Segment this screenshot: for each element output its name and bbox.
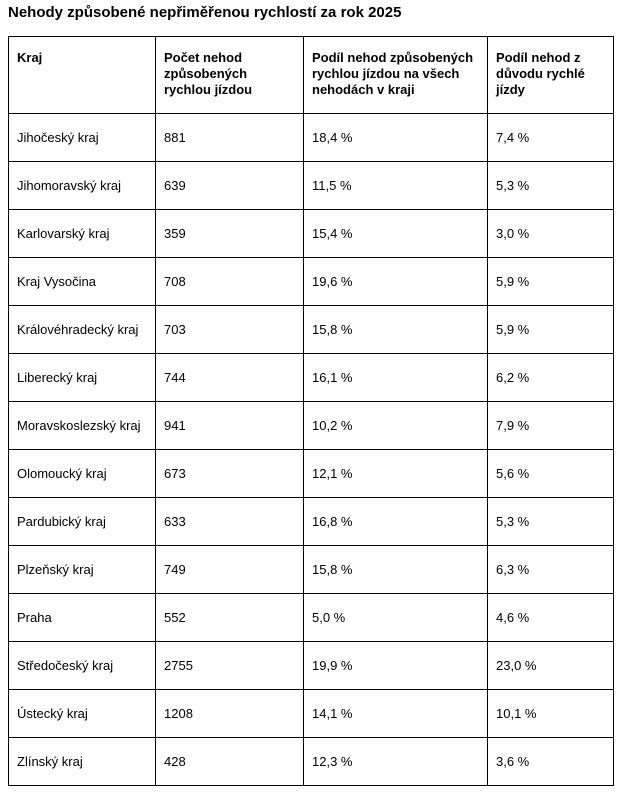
cell-pocet-nehod: 359 xyxy=(155,209,304,258)
cell-pocet-nehod: 941 xyxy=(155,401,304,450)
cell-pocet-nehod: 2755 xyxy=(155,641,304,690)
cell-podil-nehod-duvod: 5,9 % xyxy=(487,305,614,354)
cell-pocet-nehod: 673 xyxy=(155,449,304,498)
table-row: Praha 552 5,0 % 4,6 % xyxy=(8,593,614,642)
column-header-pocet-nehod: Počet nehod způsobených rychlou jízdou xyxy=(155,36,304,114)
cell-podil-nehod-vsech: 16,1 % xyxy=(303,353,488,402)
cell-pocet-nehod: 552 xyxy=(155,593,304,642)
cell-kraj: Pardubický kraj xyxy=(8,497,156,546)
table-row: Kraj Vysočina 708 19,6 % 5,9 % xyxy=(8,257,614,306)
cell-kraj: Zlínský kraj xyxy=(8,737,156,786)
cell-kraj: Moravskoslezský kraj xyxy=(8,401,156,450)
cell-pocet-nehod: 749 xyxy=(155,545,304,594)
cell-pocet-nehod: 428 xyxy=(155,737,304,786)
cell-podil-nehod-vsech: 19,6 % xyxy=(303,257,488,306)
cell-podil-nehod-duvod: 5,6 % xyxy=(487,449,614,498)
cell-kraj: Středočeský kraj xyxy=(8,641,156,690)
cell-kraj: Královéhradecký kraj xyxy=(8,305,156,354)
cell-kraj: Karlovarský kraj xyxy=(8,209,156,258)
cell-podil-nehod-duvod: 6,3 % xyxy=(487,545,614,594)
page-title: Nehody způsobené nepřiměřenou rychlostí … xyxy=(8,4,402,21)
accidents-by-region-table: Kraj Počet nehod způsobených rychlou jíz… xyxy=(8,36,614,786)
cell-kraj: Jihomoravský kraj xyxy=(8,161,156,210)
column-header-kraj: Kraj xyxy=(8,36,156,114)
table-header-row: Kraj Počet nehod způsobených rychlou jíz… xyxy=(8,36,614,114)
cell-podil-nehod-duvod: 3,0 % xyxy=(487,209,614,258)
table-header: Kraj Počet nehod způsobených rychlou jíz… xyxy=(8,36,614,114)
table-row: Olomoucký kraj 673 12,1 % 5,6 % xyxy=(8,449,614,498)
cell-kraj: Praha xyxy=(8,593,156,642)
table-row: Liberecký kraj 744 16,1 % 6,2 % xyxy=(8,353,614,402)
cell-podil-nehod-duvod: 7,4 % xyxy=(487,113,614,162)
cell-podil-nehod-duvod: 5,3 % xyxy=(487,161,614,210)
table-row: Ústecký kraj 1208 14,1 % 10,1 % xyxy=(8,689,614,738)
cell-podil-nehod-duvod: 3,6 % xyxy=(487,737,614,786)
cell-podil-nehod-vsech: 12,1 % xyxy=(303,449,488,498)
cell-podil-nehod-duvod: 5,3 % xyxy=(487,497,614,546)
cell-kraj: Ústecký kraj xyxy=(8,689,156,738)
cell-podil-nehod-vsech: 15,8 % xyxy=(303,545,488,594)
cell-pocet-nehod: 633 xyxy=(155,497,304,546)
cell-podil-nehod-vsech: 18,4 % xyxy=(303,113,488,162)
cell-kraj: Plzeňský kraj xyxy=(8,545,156,594)
cell-podil-nehod-vsech: 5,0 % xyxy=(303,593,488,642)
cell-pocet-nehod: 744 xyxy=(155,353,304,402)
cell-podil-nehod-vsech: 16,8 % xyxy=(303,497,488,546)
table-body: Jihočeský kraj 881 18,4 % 7,4 % Jihomoravský… xyxy=(8,113,614,786)
cell-podil-nehod-vsech: 12,3 % xyxy=(303,737,488,786)
cell-kraj: Olomoucký kraj xyxy=(8,449,156,498)
table-row: Jihomoravský kraj 639 11,5 % 5,3 % xyxy=(8,161,614,210)
cell-kraj: Kraj Vysočina xyxy=(8,257,156,306)
cell-podil-nehod-vsech: 11,5 % xyxy=(303,161,488,210)
table-row: Zlínský kraj 428 12,3 % 3,6 % xyxy=(8,737,614,786)
cell-podil-nehod-duvod: 7,9 % xyxy=(487,401,614,450)
column-header-podil-nehod-vsech: Podíl nehod způsobených rychlou jízdou n… xyxy=(303,36,488,114)
cell-podil-nehod-duvod: 6,2 % xyxy=(487,353,614,402)
cell-pocet-nehod: 1208 xyxy=(155,689,304,738)
table-row: Královéhradecký kraj 703 15,8 % 5,9 % xyxy=(8,305,614,354)
cell-podil-nehod-duvod: 5,9 % xyxy=(487,257,614,306)
cell-pocet-nehod: 703 xyxy=(155,305,304,354)
column-header-podil-nehod-duvod: Podíl nehod z důvodu rychlé jízdy xyxy=(487,36,614,114)
cell-pocet-nehod: 639 xyxy=(155,161,304,210)
cell-kraj: Jihočeský kraj xyxy=(8,113,156,162)
cell-kraj: Liberecký kraj xyxy=(8,353,156,402)
cell-podil-nehod-vsech: 14,1 % xyxy=(303,689,488,738)
cell-podil-nehod-duvod: 23,0 % xyxy=(487,641,614,690)
table-row: Karlovarský kraj 359 15,4 % 3,0 % xyxy=(8,209,614,258)
table-row: Jihočeský kraj 881 18,4 % 7,4 % xyxy=(8,113,614,162)
cell-podil-nehod-duvod: 4,6 % xyxy=(487,593,614,642)
cell-pocet-nehod: 708 xyxy=(155,257,304,306)
cell-pocet-nehod: 881 xyxy=(155,113,304,162)
table-row: Moravskoslezský kraj 941 10,2 % 7,9 % xyxy=(8,401,614,450)
table-row: Pardubický kraj 633 16,8 % 5,3 % xyxy=(8,497,614,546)
cell-podil-nehod-vsech: 15,8 % xyxy=(303,305,488,354)
cell-podil-nehod-vsech: 15,4 % xyxy=(303,209,488,258)
table-row: Plzeňský kraj 749 15,8 % 6,3 % xyxy=(8,545,614,594)
cell-podil-nehod-vsech: 10,2 % xyxy=(303,401,488,450)
cell-podil-nehod-vsech: 19,9 % xyxy=(303,641,488,690)
table-row: Středočeský kraj 2755 19,9 % 23,0 % xyxy=(8,641,614,690)
cell-podil-nehod-duvod: 10,1 % xyxy=(487,689,614,738)
